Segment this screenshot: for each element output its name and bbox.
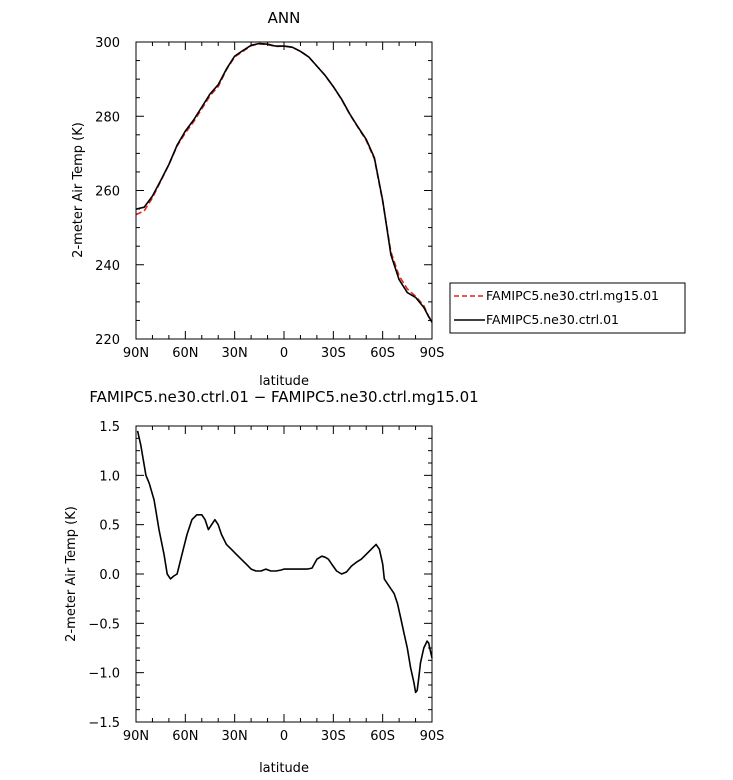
chart-top-xtick-label: 30N bbox=[222, 346, 248, 361]
chart-top-xtick-label: 60N bbox=[172, 346, 198, 361]
chart-top-xlabel: latitude bbox=[259, 374, 309, 389]
chart-top-series-line-1 bbox=[135, 42, 433, 323]
chart-top-ylabel: 2-meter Air Temp (K) bbox=[71, 122, 86, 258]
chart-top-ytick-label: 280 bbox=[95, 110, 120, 125]
chart-bottom-ytick-label: −1.5 bbox=[88, 716, 120, 731]
chart-bottom-ytick-label: 1.5 bbox=[99, 420, 120, 435]
chart-bottom-title: FAMIPC5.ne30.ctrl.01 − FAMIPC5.ne30.ctrl… bbox=[89, 388, 478, 406]
chart-top-ytick-label: 240 bbox=[95, 259, 120, 274]
chart-top-series-line-0 bbox=[135, 43, 433, 321]
chart-bottom-ytick-label: 0.5 bbox=[99, 519, 120, 534]
chart-bottom-xtick-label: 60N bbox=[172, 729, 198, 744]
chart-top-xtick-label: 60S bbox=[370, 346, 395, 361]
legend-label-ctrl: FAMIPC5.ne30.ctrl.01 bbox=[486, 312, 619, 327]
chart-bottom-frame bbox=[135, 425, 433, 723]
chart-top-xtick-label: 90S bbox=[420, 346, 445, 361]
chart-top-xticks: 90N 60N 30N 0 30S 60S 90S bbox=[123, 42, 445, 361]
chart-top-ytick-label: 300 bbox=[95, 36, 120, 51]
chart-bottom-xticks: 90N 60N 30N 0 30S 60S 90S bbox=[123, 426, 445, 744]
chart-top: ANN 2-meter Air Temp (K) latitude 90N 60N… bbox=[71, 9, 444, 389]
legend: FAMIPC5.ne30.ctrl.mg15.01 FAMIPC5.ne30.c… bbox=[449, 282, 686, 334]
chart-bottom-ylabel: 2-meter Air Temp (K) bbox=[64, 506, 79, 642]
chart-bottom-ytick-label: 0.0 bbox=[99, 568, 120, 583]
legend-label-mg15: FAMIPC5.ne30.ctrl.mg15.01 bbox=[486, 288, 659, 303]
chart-top-title: ANN bbox=[268, 9, 301, 27]
chart-bottom-xtick-label: 0 bbox=[280, 729, 288, 744]
chart-bottom-yticks: −1.5 −1.0 −0.5 0.0 0.5 1.0 1.5 bbox=[88, 420, 432, 731]
chart-bottom: FAMIPC5.ne30.ctrl.01 − FAMIPC5.ne30.ctrl… bbox=[64, 388, 479, 776]
chart-top-frame bbox=[135, 41, 433, 340]
chart-top-ytick-label: 220 bbox=[95, 333, 120, 348]
chart-bottom-xtick-label: 60S bbox=[370, 729, 395, 744]
chart-top-xtick-label: 30S bbox=[321, 346, 346, 361]
chart-bottom-xtick-label: 90S bbox=[420, 729, 445, 744]
chart-bottom-xtick-label: 30S bbox=[321, 729, 346, 744]
chart-bottom-xtick-label: 30N bbox=[222, 729, 248, 744]
chart-bottom-series-line-0 bbox=[136, 430, 433, 694]
chart-top-ytick-label: 260 bbox=[95, 185, 120, 200]
chart-bottom-ytick-label: −1.0 bbox=[88, 667, 120, 682]
chart-bottom-series bbox=[136, 430, 433, 694]
chart-top-yticks: 220 240 260 280 300 bbox=[95, 36, 432, 348]
chart-bottom-xlabel: latitude bbox=[259, 761, 309, 776]
chart-bottom-ytick-label: 1.0 bbox=[99, 469, 120, 484]
chart-bottom-xtick-label: 90N bbox=[123, 729, 149, 744]
legend-box bbox=[449, 282, 686, 334]
chart-top-xtick-label: 90N bbox=[123, 346, 149, 361]
chart-bottom-ytick-label: −0.5 bbox=[88, 617, 120, 632]
chart-top-series bbox=[135, 42, 433, 323]
chart-top-xtick-label: 0 bbox=[280, 346, 288, 361]
